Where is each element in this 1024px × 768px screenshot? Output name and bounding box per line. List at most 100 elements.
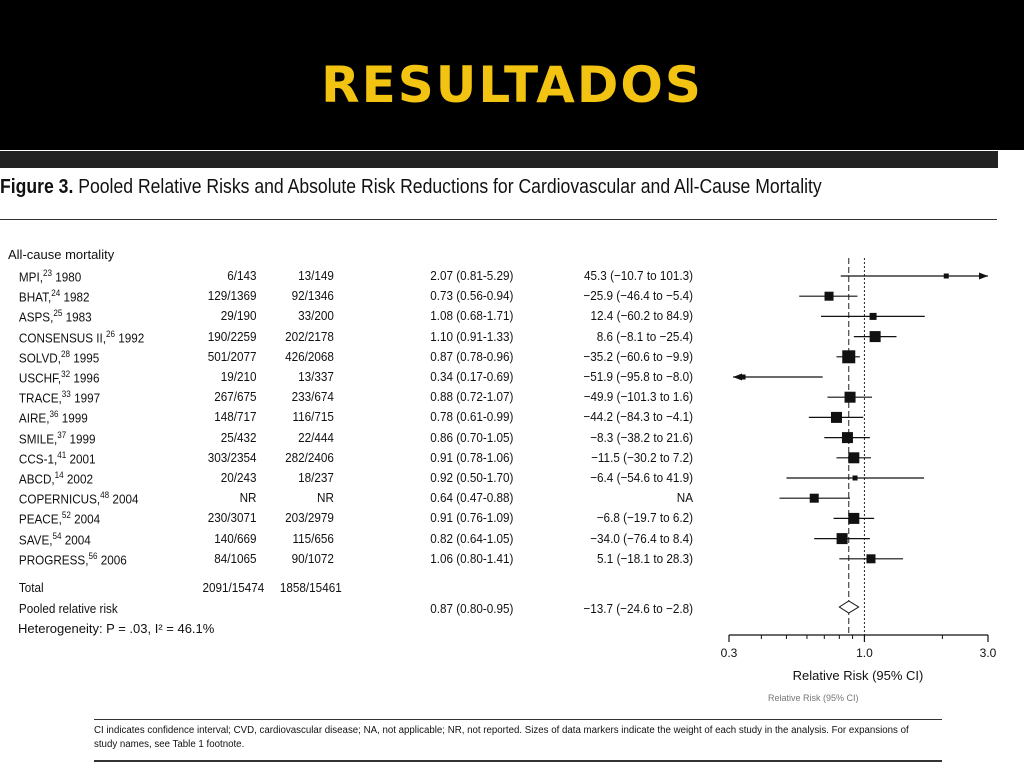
study-marker: [842, 350, 856, 364]
study-ref: 52: [61, 510, 71, 521]
study-marker: [943, 273, 949, 279]
study-ref: 32: [61, 369, 71, 379]
control-events: 92/1346: [291, 288, 334, 304]
study-marker: [841, 432, 853, 444]
table-row: CONSENSUS II,26 1992 190/2259 202/2178 1.10…: [0, 328, 693, 347]
figure-title-text: Pooled Relative Risks and Absolute Risk …: [73, 176, 822, 198]
relative-risk: 0.34 (0.17-0.69): [430, 369, 514, 384]
study-marker: [848, 452, 860, 464]
relative-risk: 0.73 (0.56-0.94): [430, 288, 514, 304]
table-row: AIRE,36 1999 148/717 116/715 0.78 (0.61-0.9…: [0, 409, 693, 427]
table-row: COPERNICUS,48 2004 NR NR 0.64 (0.47-0.88) NA: [0, 490, 693, 508]
study-marker: [866, 554, 876, 564]
table-row: BHAT,24 1982 129/1369 92/1346 0.73 (0.56-0.…: [0, 288, 693, 306]
study-year: 1983: [62, 309, 92, 325]
ci-arrow: [733, 373, 742, 381]
relative-risk: 0.92 (0.50-1.70): [430, 470, 514, 485]
study-name: USCHF,32 1996: [19, 369, 100, 385]
study-ref: 26: [106, 328, 116, 339]
slide-title: RESULTADOS: [321, 56, 703, 114]
study-name: ASPS,25 1983: [19, 308, 92, 324]
study-ref: 56: [88, 550, 98, 561]
table-row: SOLVD,28 1995 501/2077 426/2068 0.87 (0.78-…: [0, 348, 693, 367]
table-row: SMILE,37 1999 25/432 22/444 0.86 (0.70-1.05…: [0, 429, 693, 448]
study-year: 1980: [51, 269, 82, 285]
relative-risk: 0.82 (0.64-1.05): [430, 530, 514, 546]
study-name: SMILE,37 1999: [19, 430, 96, 446]
study-name: TRACE,33 1997: [19, 389, 100, 405]
pooled-diamond: [838, 600, 860, 614]
study-year: 2004: [61, 531, 91, 547]
control-events: 203/2979: [285, 510, 334, 526]
table-row: ABCD,14 2002 20/243 18/237 0.92 (0.50-1.70)…: [0, 470, 693, 488]
control-events: 13/337: [298, 369, 334, 384]
study-name: COPERNICUS,48 2004: [19, 490, 139, 506]
control-events: 13/149: [298, 268, 334, 283]
study-ref: 54: [52, 530, 62, 541]
study-label: CCS-1,: [18, 451, 58, 467]
relative-risk: 0.86 (0.70-1.05): [430, 429, 514, 445]
study-label: BHAT,: [18, 289, 52, 305]
table-row: ASPS,25 1983 29/190 33/200 1.08 (0.68-1.71)…: [0, 308, 693, 326]
study-name: CONSENSUS II,26 1992: [19, 329, 144, 345]
control-events: 33/200: [298, 308, 334, 324]
study-label: PEACE,: [18, 511, 62, 527]
study-name: ABCD,14 2002: [19, 470, 93, 486]
control-events: 22/444: [298, 429, 334, 445]
study-ref: 28: [60, 348, 70, 359]
study-ref: 23: [42, 268, 52, 278]
table-row: PEACE,52 2004 230/3071 203/2979 0.91 (0.76-…: [0, 510, 693, 528]
control-events: 115/656: [292, 530, 334, 546]
study-year: 1997: [70, 390, 101, 406]
treatment-events: 29/190: [220, 308, 257, 324]
study-year: 1999: [58, 410, 88, 426]
study-ref: 24: [51, 288, 61, 299]
study-label: PROGRESS,: [18, 552, 89, 568]
control-events: NR: [316, 490, 334, 506]
pooled-arr: −13.7 (−24.6 to −2.8): [583, 601, 693, 616]
heterogeneity: Heterogeneity: P = .03, I² = 46.1%: [18, 621, 215, 636]
treatment-events: 84/1065: [214, 550, 257, 566]
control-events: 90/1072: [291, 550, 334, 566]
absolute-risk-reduction: −25.9 (−46.4 to −5.4): [583, 288, 693, 304]
study-ref: 36: [49, 409, 59, 420]
absolute-risk-reduction: NA: [676, 490, 693, 506]
study-year: 2004: [109, 491, 139, 507]
treatment-events: 25/432: [220, 429, 257, 445]
study-marker: [869, 331, 881, 343]
study-label: SMILE,: [18, 430, 58, 446]
absolute-risk-reduction: 8.6 (−8.1 to −25.4): [596, 328, 693, 344]
absolute-risk-reduction: −35.2 (−60.6 to −9.9): [583, 348, 693, 364]
study-ref: 37: [57, 429, 67, 440]
control-events: 426/2068: [285, 348, 334, 364]
treatment-events: 129/1369: [207, 288, 257, 304]
relative-risk: 0.88 (0.72-1.07): [430, 389, 514, 405]
total-label: Total: [18, 580, 44, 595]
treatment-events: NR: [239, 490, 257, 506]
study-year: 1999: [66, 430, 96, 446]
study-name: MPI,23 1980: [19, 268, 81, 284]
study-name: BHAT,24 1982: [19, 288, 90, 304]
treatment-events: 501/2077: [207, 348, 257, 364]
axis-ghost-label: Relative Risk (95% CI): [768, 693, 859, 703]
study-year: 1995: [69, 350, 100, 366]
study-marker: [852, 475, 858, 481]
study-ref: 41: [57, 449, 67, 460]
treatment-events: 19/210: [220, 369, 257, 384]
control-events: 202/2178: [285, 328, 334, 344]
study-ref: 25: [53, 308, 63, 319]
relative-risk: 0.91 (0.76-1.09): [430, 510, 514, 526]
study-marker: [740, 374, 746, 380]
total-row: Total 2091/15474 1858/15461: [0, 580, 630, 598]
treatment-events: 303/2354: [207, 449, 257, 465]
footnote-rule-top: [94, 719, 942, 720]
study-year: 1996: [70, 370, 100, 386]
x-axis-label: Relative Risk (95% CI): [793, 668, 924, 683]
relative-risk: 2.07 (0.81-5.29): [430, 268, 514, 283]
relative-risk: 0.78 (0.61-0.99): [430, 409, 514, 425]
study-year: 2006: [97, 552, 127, 568]
pooled-rr: 0.87 (0.80-0.95): [430, 601, 514, 616]
table-row: CCS-1,41 2001 303/2354 282/2406 0.91 (0.78-…: [0, 449, 693, 468]
figure-rule: [0, 219, 997, 220]
